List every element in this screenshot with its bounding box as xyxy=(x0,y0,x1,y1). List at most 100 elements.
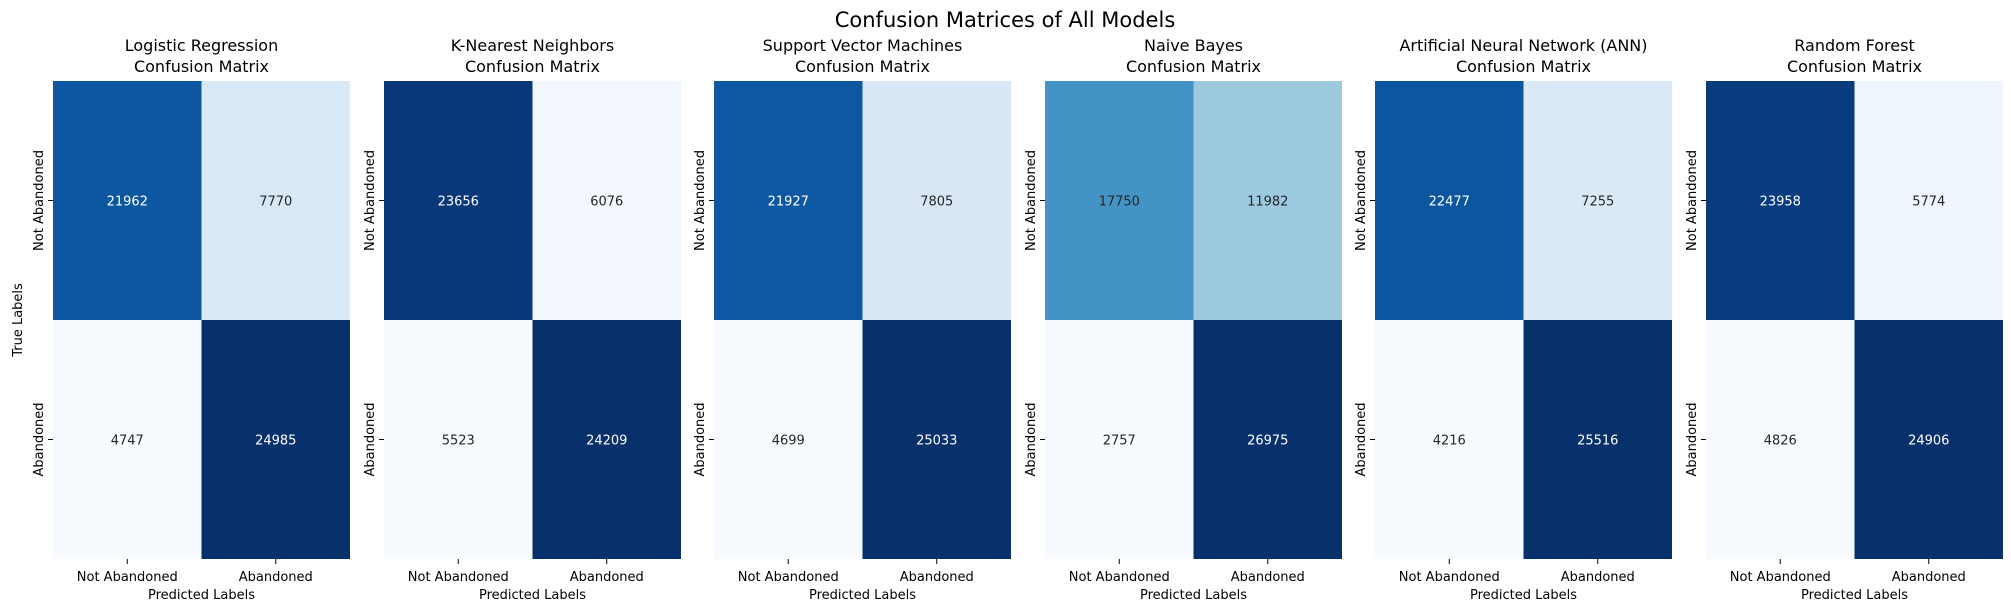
x-axis-label: Predicted Labels xyxy=(148,588,255,603)
cell-value-label: 7805 xyxy=(920,195,953,210)
cell-value-label: 4216 xyxy=(1433,434,1466,449)
cell-value-label: 5774 xyxy=(1912,195,1945,210)
heatmap-panel: Logistic Regression Confusion Matrix 21962… xyxy=(11,36,350,603)
heatmap-cell xyxy=(1706,81,1855,320)
x-tick-label: Not Abandoned xyxy=(738,570,839,585)
x-tick-label: Not Abandoned xyxy=(1730,570,1831,585)
y-tick-label: Not Abandoned xyxy=(363,150,378,251)
x-tick-label: Abandoned xyxy=(1561,570,1635,585)
x-axis-label: Predicted Labels xyxy=(809,588,916,603)
heatmap-cell xyxy=(1854,320,2003,559)
x-tick-label: Abandoned xyxy=(1231,570,1305,585)
heatmap-panel: K-Nearest Neighbors Confusion Matrix 23656… xyxy=(363,36,681,603)
panels-group: Logistic Regression Confusion Matrix 21962… xyxy=(11,36,2003,603)
heatmap-cell xyxy=(1375,81,1524,320)
panel-title: K-Nearest Neighbors xyxy=(451,36,614,55)
y-tick-label: Not Abandoned xyxy=(693,150,708,251)
heatmap-panel: Support Vector Machines Confusion Matrix 2… xyxy=(693,36,1011,603)
x-tick-label: Not Abandoned xyxy=(1069,570,1170,585)
cell-value-label: 7770 xyxy=(259,195,292,210)
heatmap-cell xyxy=(1523,320,1672,559)
heatmap-cell xyxy=(201,320,350,559)
panel-subtitle: Confusion Matrix xyxy=(795,57,930,76)
cell-value-label: 4826 xyxy=(1764,434,1797,449)
y-tick-label: Not Abandoned xyxy=(32,150,47,251)
cell-value-label: 4747 xyxy=(111,434,144,449)
heatmap-panel: Naive Bayes Confusion Matrix 17750 11982 275… xyxy=(1024,36,1342,603)
cell-value-label: 21927 xyxy=(768,195,809,210)
heatmap-panel: Artificial Neural Network (ANN) Confusion… xyxy=(1354,36,1672,603)
heatmap-cell xyxy=(714,320,863,559)
y-tick-label: Abandoned xyxy=(363,402,378,476)
heatmap-cell xyxy=(1375,320,1524,559)
cell-value-label: 26975 xyxy=(1247,434,1288,449)
cell-value-label: 23958 xyxy=(1760,195,1801,210)
y-tick-label: Not Abandoned xyxy=(1354,150,1369,251)
heatmap-cell xyxy=(1045,81,1194,320)
heatmap-panel: Random Forest Confusion Matrix 23958 5774 48… xyxy=(1685,36,2003,603)
y-tick-label: Not Abandoned xyxy=(1685,150,1700,251)
x-tick-label: Not Abandoned xyxy=(77,570,178,585)
heatmap-cell xyxy=(53,320,202,559)
heatmap-cell xyxy=(714,81,863,320)
panel-title: Support Vector Machines xyxy=(763,36,963,55)
panel-title: Random Forest xyxy=(1794,36,1914,55)
x-tick-label: Abandoned xyxy=(570,570,644,585)
y-tick-label: Abandoned xyxy=(693,402,708,476)
x-axis-label: Predicted Labels xyxy=(1470,588,1577,603)
cell-value-label: 24906 xyxy=(1908,434,1949,449)
cell-value-label: 2757 xyxy=(1103,434,1136,449)
heatmap-cell xyxy=(862,320,1011,559)
heatmap-cell xyxy=(384,81,533,320)
heatmap-cell xyxy=(1854,81,2003,320)
cell-value-label: 23656 xyxy=(438,195,479,210)
y-axis-label: True Labels xyxy=(11,283,26,358)
heatmap-cell xyxy=(53,81,202,320)
cell-value-label: 21962 xyxy=(107,195,148,210)
x-tick-label: Abandoned xyxy=(239,570,313,585)
cell-value-label: 11982 xyxy=(1247,195,1288,210)
cell-value-label: 7255 xyxy=(1581,195,1614,210)
panel-title: Naive Bayes xyxy=(1144,36,1243,55)
cell-value-label: 5523 xyxy=(442,434,475,449)
figure-title: Confusion Matrices of All Models xyxy=(835,8,1176,32)
heatmap-cell xyxy=(532,81,681,320)
heatmap-cell xyxy=(384,320,533,559)
panel-subtitle: Confusion Matrix xyxy=(1126,57,1261,76)
heatmap-cell xyxy=(862,81,1011,320)
cell-value-label: 6076 xyxy=(590,195,623,210)
x-tick-label: Not Abandoned xyxy=(1399,570,1500,585)
heatmap-cell xyxy=(1193,81,1342,320)
panel-subtitle: Confusion Matrix xyxy=(465,57,600,76)
x-tick-label: Not Abandoned xyxy=(408,570,509,585)
y-tick-label: Not Abandoned xyxy=(1024,150,1039,251)
heatmap-cell xyxy=(1523,81,1672,320)
x-tick-label: Abandoned xyxy=(1892,570,1966,585)
cell-value-label: 22477 xyxy=(1429,195,1470,210)
y-tick-label: Abandoned xyxy=(1024,402,1039,476)
panel-title: Artificial Neural Network (ANN) xyxy=(1399,36,1647,55)
heatmap-cell xyxy=(201,81,350,320)
x-axis-label: Predicted Labels xyxy=(1140,588,1247,603)
x-axis-label: Predicted Labels xyxy=(479,588,586,603)
cell-value-label: 4699 xyxy=(772,434,805,449)
panel-subtitle: Confusion Matrix xyxy=(1456,57,1591,76)
heatmap-cell xyxy=(1045,320,1194,559)
heatmap-cell xyxy=(532,320,681,559)
x-tick-label: Abandoned xyxy=(900,570,974,585)
y-tick-label: Abandoned xyxy=(32,402,47,476)
cell-value-label: 24209 xyxy=(586,434,627,449)
heatmap-cell xyxy=(1193,320,1342,559)
panel-title: Logistic Regression xyxy=(125,36,278,55)
heatmap-cell xyxy=(1706,320,1855,559)
panel-subtitle: Confusion Matrix xyxy=(134,57,269,76)
x-axis-label: Predicted Labels xyxy=(1801,588,1908,603)
cell-value-label: 25033 xyxy=(916,434,957,449)
cell-value-label: 17750 xyxy=(1099,195,1140,210)
cell-value-label: 24985 xyxy=(255,434,296,449)
y-tick-label: Abandoned xyxy=(1354,402,1369,476)
panel-subtitle: Confusion Matrix xyxy=(1787,57,1922,76)
cell-value-label: 25516 xyxy=(1577,434,1618,449)
y-tick-label: Abandoned xyxy=(1685,402,1700,476)
